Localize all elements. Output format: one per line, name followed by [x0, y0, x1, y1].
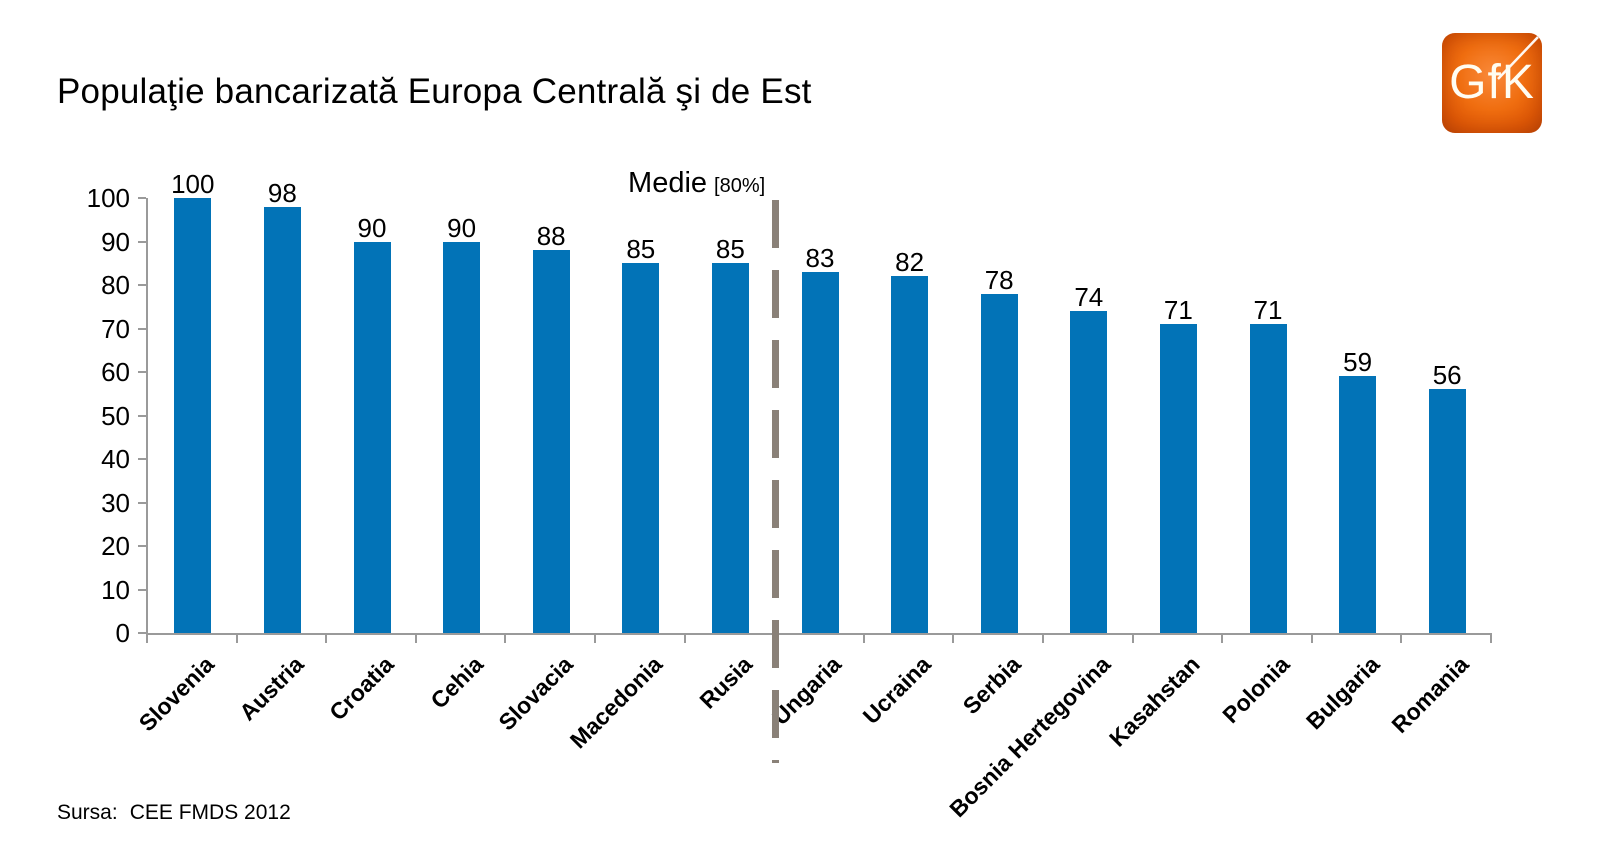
bar [980, 293, 1018, 633]
x-axis-category-label: Bosnia Hertegovina [944, 651, 1116, 823]
x-axis-category-label: Serbia [957, 651, 1026, 720]
average-label-text: Medie [628, 167, 708, 199]
x-axis-tick [952, 633, 955, 643]
x-axis-category-label: Austria [234, 651, 309, 726]
y-axis-tick [138, 327, 146, 330]
y-axis-label: 70 [101, 313, 130, 344]
y-axis-label: 60 [101, 357, 130, 387]
bar-value-label: 85 [626, 234, 656, 265]
y-axis-tick [138, 371, 146, 373]
x-axis-category-label: Slovacia [493, 651, 578, 736]
y-axis-tick [138, 284, 146, 286]
source-note: Sursa: CEE FMDS 2012 [57, 800, 291, 826]
bar-value-label: 100 [171, 169, 215, 199]
y-axis-tick [138, 501, 146, 504]
x-axis-tick [1400, 633, 1403, 643]
bar [532, 250, 570, 633]
x-axis-category-label: Cehia [425, 651, 488, 714]
x-axis-tick [1042, 633, 1044, 643]
bar [622, 263, 660, 633]
bar [801, 271, 839, 633]
bar-value-label: 98 [267, 177, 297, 208]
page-title: Populaţie bancarizată Europa Centrală şi… [57, 72, 812, 111]
x-axis-tick [235, 633, 238, 643]
x-axis-tick [1490, 633, 1492, 643]
source-label: Sursa: [57, 801, 118, 824]
x-axis-tick [1310, 633, 1313, 643]
x-axis-tick [1221, 633, 1224, 643]
y-axis-label: 30 [101, 487, 130, 518]
y-axis-tick [138, 414, 146, 417]
x-axis-tick [683, 633, 686, 643]
bar-value-label: 82 [895, 247, 925, 278]
x-axis-category-label: Ungaria [767, 651, 847, 730]
bar-value-label: 56 [1432, 360, 1462, 391]
logo-text: GfK [1449, 56, 1535, 109]
y-axis-label: 50 [101, 400, 130, 431]
source-value: CEE FMDS 2012 [129, 801, 291, 824]
y-axis-label: 10 [101, 574, 130, 605]
bar [174, 198, 212, 633]
y-axis-label: 20 [101, 531, 130, 561]
x-axis-category-label: Romania [1386, 651, 1474, 739]
bar-value-label: 71 [1163, 295, 1193, 326]
bar [443, 241, 481, 633]
y-axis-tick [138, 632, 146, 634]
bar [891, 276, 929, 633]
bar-value-label: 83 [805, 242, 835, 273]
bar [1159, 324, 1197, 633]
x-axis-tick [862, 633, 865, 643]
bar [1070, 311, 1108, 633]
y-axis [146, 198, 148, 633]
x-axis [146, 633, 1492, 635]
x-axis-category-label: Rusia [694, 651, 757, 714]
y-axis-tick [138, 545, 146, 547]
bar-chart: Medie [80%] 0 10 20 30 40 50 60 70 80 90 100 100 Slov… [87, 168, 1492, 822]
y-axis-tick [138, 588, 146, 591]
bar [263, 206, 301, 633]
bar [1249, 324, 1287, 633]
bar [353, 241, 391, 633]
x-axis-category-label: Polonia [1217, 651, 1295, 729]
x-axis-category-label: Kasahstan [1104, 651, 1205, 752]
bar [1339, 376, 1377, 633]
x-axis-category-label: Croatia [323, 651, 399, 726]
y-axis-tick [138, 197, 146, 199]
x-axis-tick [414, 633, 417, 643]
x-axis-category-label: Slovenia [133, 651, 220, 737]
average-label-value: [80%] [714, 175, 766, 197]
y-axis-label: 0 [115, 618, 130, 648]
average-divider-line [771, 200, 779, 763]
bar-value-label: 88 [536, 221, 566, 252]
bar [711, 263, 749, 633]
bar-value-label: 78 [984, 264, 1014, 295]
x-axis-category-label: Ucraina [857, 651, 936, 730]
x-axis-tick [325, 633, 328, 643]
bar-value-label: 90 [447, 212, 477, 243]
bar-value-label: 59 [1343, 347, 1373, 378]
y-axis-tick [138, 240, 146, 243]
bar [1428, 389, 1466, 633]
bar-value-label: 74 [1074, 282, 1104, 313]
gfk-logo: GfK [1442, 33, 1542, 133]
average-line-label: Medie [80%] [628, 168, 765, 201]
y-axis-tick [138, 458, 146, 460]
y-axis-label: 100 [86, 183, 130, 213]
x-axis-tick [594, 633, 596, 643]
bar-value-label: 85 [715, 234, 745, 265]
x-axis-category-label: Macedonia [564, 651, 668, 754]
y-axis-label: 80 [101, 270, 130, 300]
x-axis-tick [504, 633, 507, 643]
bar-value-label: 71 [1253, 295, 1283, 326]
y-axis-label: 90 [101, 226, 130, 257]
y-axis-label: 40 [101, 444, 130, 474]
bar-value-label: 90 [357, 212, 387, 243]
x-axis-tick [146, 633, 148, 643]
x-axis-category-label: Bulgaria [1300, 651, 1384, 735]
x-axis-tick [1131, 633, 1134, 643]
logo-slash-icon [1497, 36, 1539, 80]
